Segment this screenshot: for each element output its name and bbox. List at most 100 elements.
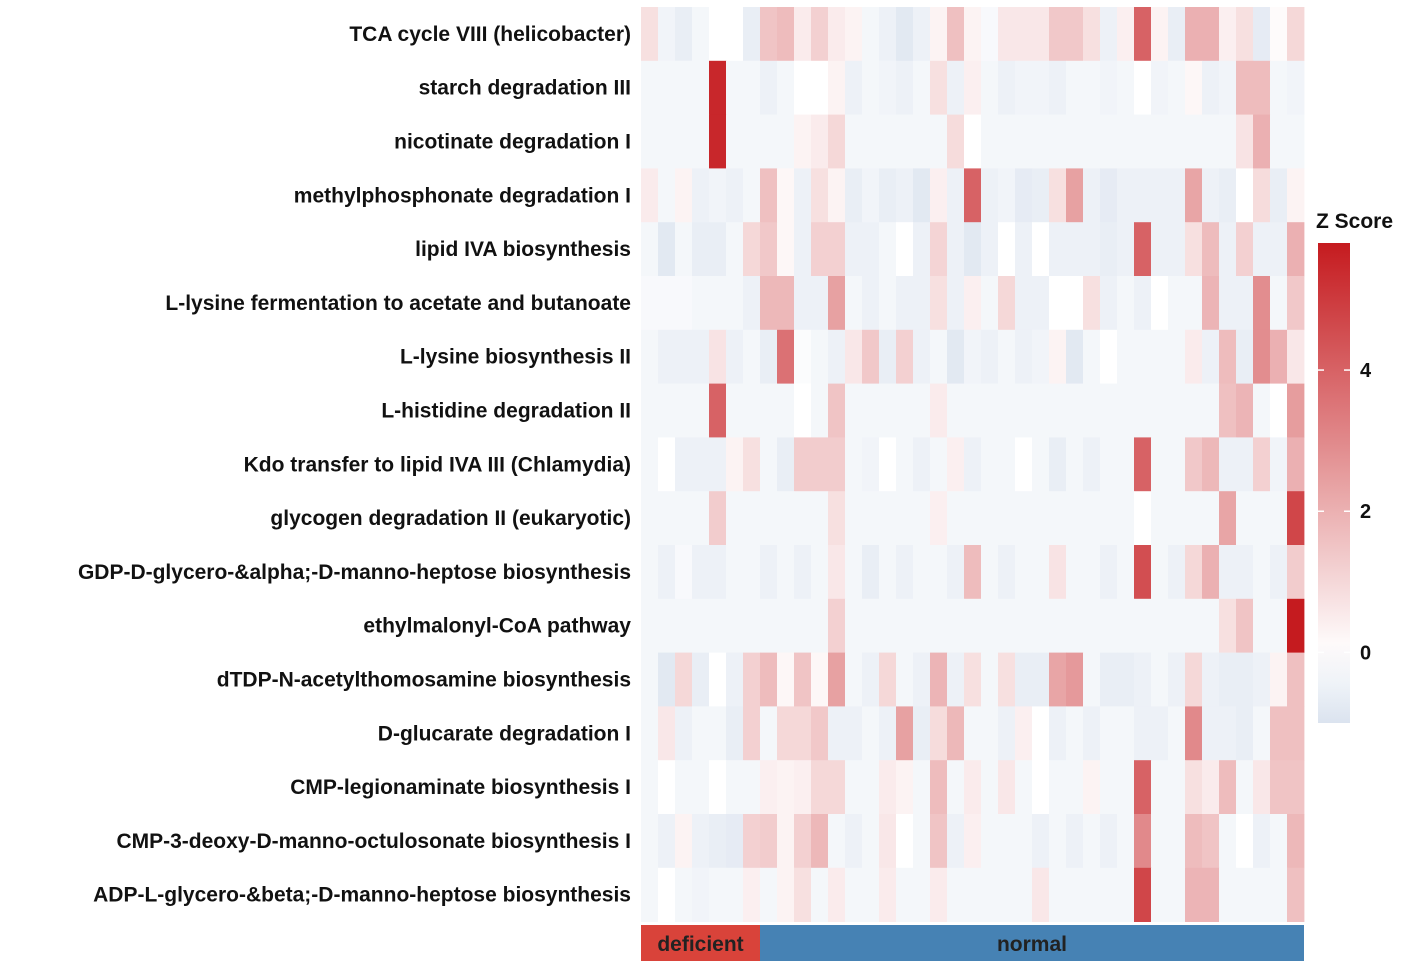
heatmap-cell (1287, 545, 1305, 600)
legend-tick-label: 2 (1360, 501, 1371, 523)
heatmap-cell (709, 329, 727, 384)
heatmap-cell (879, 168, 897, 223)
heatmap-cell (845, 598, 863, 653)
heatmap-cell (1015, 867, 1033, 922)
heatmap-cell (845, 222, 863, 277)
heatmap-cell (1236, 222, 1254, 277)
heatmap-cell (794, 7, 812, 62)
heatmap-cell (1032, 545, 1050, 600)
heatmap-cell (947, 867, 965, 922)
heatmap-cell (1100, 814, 1118, 869)
heatmap-cell (1083, 652, 1101, 707)
legend-tick-label: 0 (1360, 642, 1371, 664)
heatmap-cell (862, 598, 880, 653)
heatmap-cell (658, 168, 676, 223)
heatmap-cell (1049, 383, 1067, 438)
heatmap-cell (658, 329, 676, 384)
heatmap-cell (998, 383, 1016, 438)
heatmap-cell (947, 60, 965, 115)
heatmap-cell (1015, 222, 1033, 277)
heatmap-cell (879, 760, 897, 815)
heatmap-cell (692, 867, 710, 922)
heatmap-cell (794, 545, 812, 600)
heatmap-cell (675, 114, 693, 169)
heatmap-cell (726, 760, 744, 815)
heatmap-cell (1270, 7, 1288, 62)
heatmap-cell (692, 168, 710, 223)
heatmap-cell (760, 706, 778, 761)
heatmap-cell (1270, 114, 1288, 169)
row-label: TCA cycle VIII (helicobacter) (349, 23, 631, 46)
heatmap-cell (1100, 7, 1118, 62)
heatmap-cell (964, 652, 982, 707)
heatmap-cell (879, 60, 897, 115)
heatmap-cell (1134, 652, 1152, 707)
heatmap-cell (1151, 814, 1169, 869)
heatmap-cell (1202, 437, 1220, 492)
heatmap-cell (964, 491, 982, 546)
heatmap-cell (1202, 867, 1220, 922)
heatmap-cell (760, 652, 778, 707)
heatmap-cell (1015, 652, 1033, 707)
heatmap-cell (930, 114, 948, 169)
heatmap-cell (998, 706, 1016, 761)
heatmap-cell (641, 114, 659, 169)
heatmap-cell (1253, 114, 1271, 169)
heatmap-cell (1287, 60, 1305, 115)
heatmap-cell (811, 60, 829, 115)
heatmap-cell (1066, 222, 1084, 277)
heatmap-cell (1253, 222, 1271, 277)
heatmap-cell (777, 814, 795, 869)
heatmap-cell (1066, 114, 1084, 169)
heatmap-cell (981, 867, 999, 922)
heatmap-cell (811, 491, 829, 546)
heatmap-cell (964, 437, 982, 492)
heatmap-cell (1236, 545, 1254, 600)
heatmap-cell (1168, 276, 1186, 331)
heatmap-cell (743, 437, 761, 492)
heatmap-cell (692, 329, 710, 384)
heatmap-cell (1236, 7, 1254, 62)
heatmap-cell (1168, 60, 1186, 115)
heatmap-cell (1083, 383, 1101, 438)
heatmap-cell (1287, 706, 1305, 761)
heatmap-cell (1117, 329, 1135, 384)
heatmap-cell (1083, 545, 1101, 600)
heatmap-cell (675, 383, 693, 438)
heatmap-cell (709, 545, 727, 600)
heatmap-cell (1270, 276, 1288, 331)
heatmap-cell (964, 114, 982, 169)
heatmap-cell (658, 545, 676, 600)
heatmap-cell (1219, 491, 1237, 546)
heatmap-cell (1168, 760, 1186, 815)
heatmap-cell (743, 222, 761, 277)
heatmap-cell (1151, 760, 1169, 815)
heatmap-cell (641, 60, 659, 115)
heatmap-cell (1032, 222, 1050, 277)
heatmap-cell (930, 491, 948, 546)
heatmap-cell (1270, 329, 1288, 384)
heatmap-cell (811, 814, 829, 869)
heatmap-cell (709, 114, 727, 169)
heatmap-cell (658, 867, 676, 922)
heatmap-cell (896, 7, 914, 62)
heatmap-cell (675, 814, 693, 869)
heatmap-cell (726, 383, 744, 438)
heatmap-cell (743, 814, 761, 869)
heatmap-cell (930, 706, 948, 761)
heatmap-cell (828, 60, 846, 115)
heatmap-cell (794, 276, 812, 331)
heatmap-cell (1219, 545, 1237, 600)
heatmap-cell (726, 114, 744, 169)
heatmap-cell (913, 168, 931, 223)
heatmap-cell (1083, 222, 1101, 277)
heatmap-cell (1287, 168, 1305, 223)
heatmap-cell (1100, 383, 1118, 438)
heatmap-cell (981, 706, 999, 761)
heatmap-cell (777, 222, 795, 277)
legend-tick-label: 4 (1360, 360, 1372, 382)
heatmap-cell (998, 276, 1016, 331)
heatmap-cell (675, 329, 693, 384)
heatmap-cell (1168, 491, 1186, 546)
heatmap-cell (777, 276, 795, 331)
